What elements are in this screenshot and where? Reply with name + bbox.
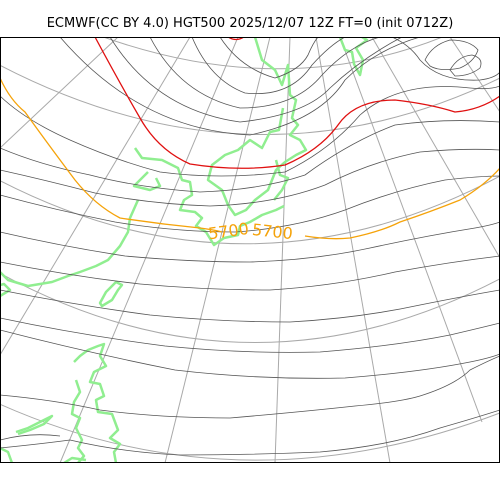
contour-line (449, 54, 482, 77)
meridian-line (449, 37, 500, 113)
contour-line (109, 37, 403, 123)
coastline-japan-2 (70, 379, 86, 463)
coastline-mainland (133, 147, 285, 247)
meridian-line (371, 37, 500, 259)
coastline-west (0, 199, 140, 288)
graticule (0, 37, 500, 463)
coastline-korea (98, 280, 124, 308)
contour-5400 (94, 37, 500, 169)
contour-5700-east (304, 167, 500, 240)
contour-line (149, 37, 381, 109)
contour-line (191, 37, 346, 95)
contour-label-5700: 5700 (207, 219, 250, 243)
contour-line (0, 221, 500, 263)
contour-line (424, 39, 479, 70)
contour-line (0, 317, 500, 353)
contour-line (0, 434, 61, 441)
meridian-line (274, 37, 291, 463)
contour-line (219, 37, 319, 79)
contour-line (0, 329, 500, 379)
coastline-west-2 (0, 282, 12, 298)
latitude-circle (0, 64, 500, 136)
height-contours (0, 37, 500, 456)
coastline-central-islands (206, 37, 308, 217)
contour-line (0, 175, 500, 233)
contour-line (0, 85, 500, 177)
latitude-circle (0, 175, 500, 245)
coastline-southwest (0, 446, 14, 463)
contour-line (391, 37, 500, 81)
meridian-line (164, 37, 271, 463)
contour-line (0, 120, 500, 193)
coastline-south (63, 456, 87, 463)
coastline (0, 37, 369, 463)
contour-label-5700-east: 5700 (251, 220, 293, 243)
contour-line (0, 355, 500, 419)
coastline-northeast (338, 37, 369, 77)
latitude-circle (0, 403, 500, 461)
meridian-line (339, 37, 483, 423)
contour-line (0, 148, 500, 207)
contour-5700 (0, 77, 223, 233)
contour-line (59, 37, 421, 136)
coastline-japan-3 (15, 414, 54, 436)
contour-line (0, 255, 500, 291)
contour-line (0, 289, 500, 323)
coastline-japan (73, 342, 122, 463)
contour-line (0, 409, 500, 456)
coastline-peninsula (132, 171, 162, 192)
map-title: ECMWF(CC BY 4.0) HGT500 2025/12/07 12Z F… (46, 16, 454, 31)
coastline-island-east (273, 159, 290, 201)
meridian-line (59, 37, 239, 463)
meridian-line (315, 37, 391, 463)
